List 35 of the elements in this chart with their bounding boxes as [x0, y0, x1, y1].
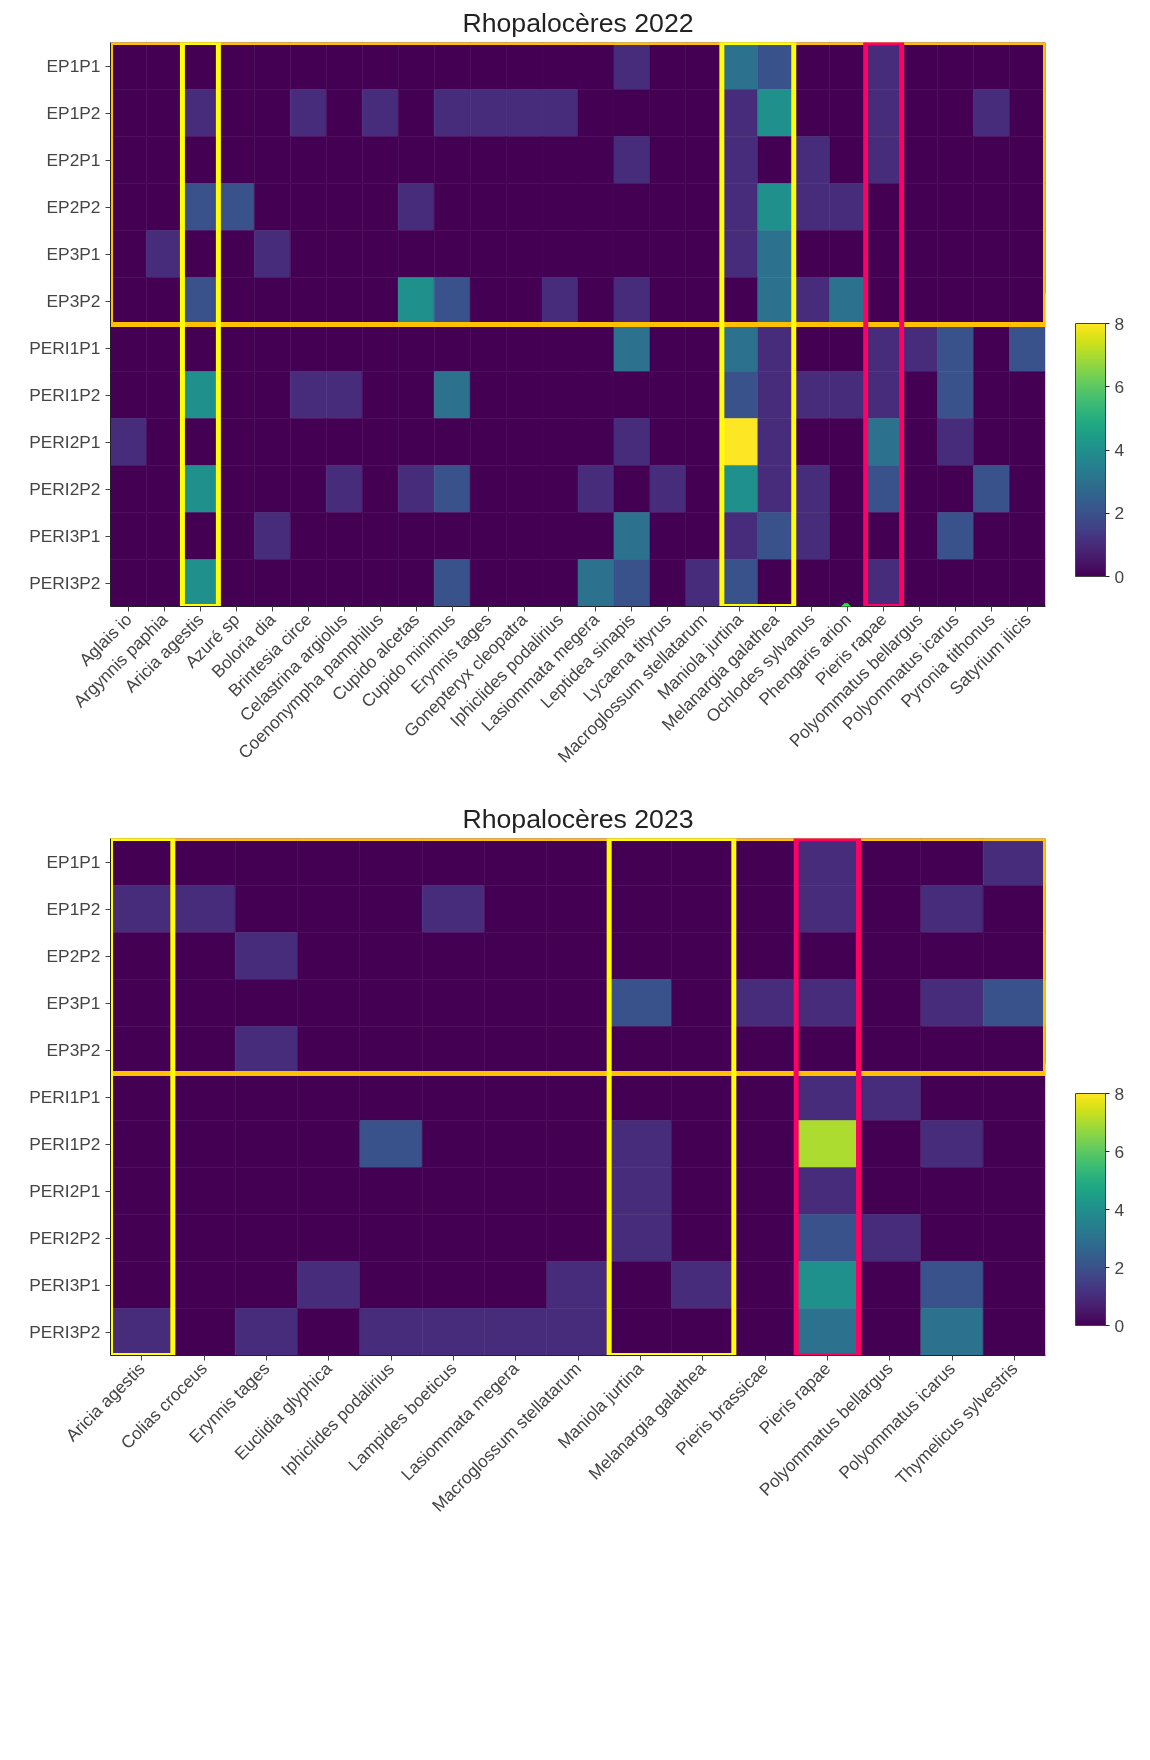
y-tick-label: EP3P2 [46, 291, 101, 311]
y-tick-label: PERI1P2 [29, 385, 101, 405]
y-tick-label: PERI3P2 [29, 1322, 101, 1342]
color-bar-label: 4 [1114, 1199, 1125, 1220]
y-tick-label: PERI2P2 [29, 1228, 101, 1248]
color-bar-label: 0 [1114, 1315, 1125, 1336]
y-tick-label: EP1P1 [46, 852, 101, 872]
y-tick-label: PERI2P2 [29, 479, 101, 499]
color-bar-label: 2 [1114, 1257, 1125, 1278]
y-tick-label: EP2P2 [46, 197, 101, 217]
y-tick-label: PERI2P1 [29, 432, 101, 452]
chart-title: Rhopalocères 2022 [462, 7, 694, 38]
y-tick-label: EP2P2 [46, 946, 101, 966]
color-bar-label: 6 [1114, 376, 1125, 397]
y-tick-label: PERI3P2 [29, 573, 101, 593]
y-tick-label: EP3P1 [46, 244, 101, 264]
y-tick-label: EP1P2 [46, 103, 101, 123]
color-bar-label: 8 [1114, 1083, 1125, 1104]
color-bar-label: 8 [1114, 313, 1125, 334]
y-tick-label: EP3P2 [46, 1040, 101, 1060]
color-bar-label: 4 [1114, 440, 1125, 460]
y-tick-label: EP1P2 [46, 899, 101, 919]
y-tick-label: EP1P1 [46, 56, 101, 76]
y-tick-label: PERI3P1 [29, 1275, 101, 1295]
color-bar-label: 0 [1114, 566, 1125, 587]
y-tick-label: EP2P1 [46, 150, 101, 170]
color-bar-label: 6 [1114, 1141, 1125, 1162]
color-bar-label: 2 [1114, 503, 1125, 524]
y-tick-label: PERI3P1 [29, 526, 101, 546]
y-tick-label: PERI2P1 [29, 1181, 101, 1201]
y-tick-label: EP3P1 [46, 993, 101, 1013]
y-tick-label: PERI1P2 [29, 1134, 101, 1154]
y-tick-label: PERI1P1 [29, 338, 101, 358]
chart-title: Rhopalocères 2023 [462, 803, 694, 834]
y-tick-label: PERI1P1 [29, 1087, 101, 1107]
